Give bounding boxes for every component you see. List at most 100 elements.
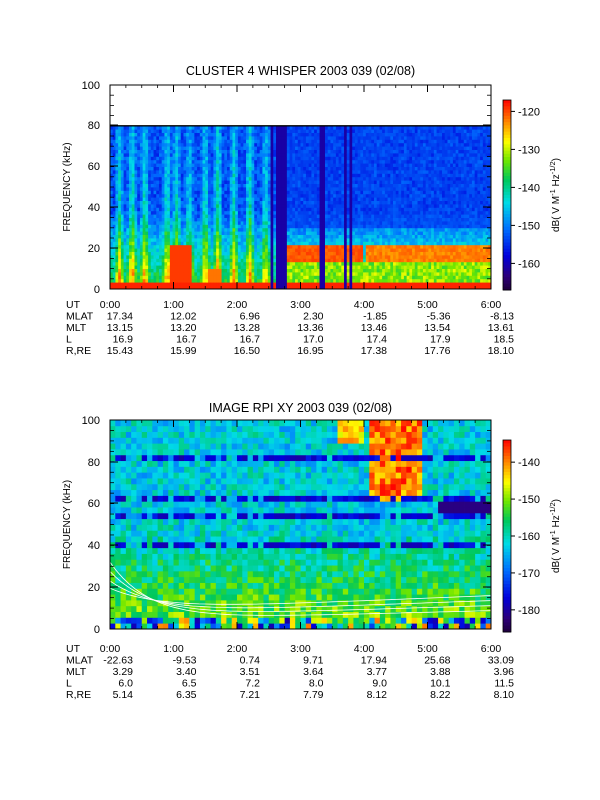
spectrogram-cell xyxy=(330,176,334,181)
spectrogram-cell xyxy=(216,282,220,286)
spectrogram-cell xyxy=(218,227,222,232)
spectrogram-cell xyxy=(371,149,375,154)
spectrogram-cell xyxy=(134,265,138,269)
spectrogram-cell xyxy=(262,159,266,164)
spectrogram-cell xyxy=(235,210,239,215)
spectrogram-cell xyxy=(335,248,339,252)
spectrogram-cell xyxy=(188,156,193,161)
spectrogram-cell xyxy=(314,173,318,178)
spectrogram-cell xyxy=(349,166,353,171)
spectrogram-cell xyxy=(357,197,361,201)
spectrogram-cell xyxy=(270,231,274,235)
spectrogram-cell xyxy=(300,251,304,256)
spectrogram-cell xyxy=(303,207,307,212)
spectrogram-cell xyxy=(210,125,214,130)
spectrogram-cell xyxy=(115,173,119,178)
spectrogram-cell xyxy=(172,125,176,130)
spectrogram-cell xyxy=(305,221,310,225)
spectrogram-cell xyxy=(352,159,356,164)
spectrogram-cell xyxy=(368,197,372,201)
spectrogram-cell xyxy=(262,173,266,178)
spectrogram-cell xyxy=(232,272,236,276)
spectrogram-cell xyxy=(216,275,220,280)
spectrogram-cell xyxy=(210,190,214,195)
spectrogram-cell xyxy=(110,166,114,171)
spectrogram-cell xyxy=(180,159,184,164)
spectrogram-cell xyxy=(110,261,114,266)
spectrogram-cell xyxy=(390,156,394,161)
spectrogram-cell xyxy=(382,217,386,222)
spectrogram-cell xyxy=(218,200,222,205)
spectrogram-cell xyxy=(289,251,293,256)
spectrogram-cell xyxy=(156,190,160,195)
spectrogram-cell xyxy=(199,125,203,130)
spectrogram-cell xyxy=(352,146,356,150)
spectrogram-cell xyxy=(139,221,144,225)
spectrogram-cell xyxy=(256,183,261,188)
spectrogram-cell xyxy=(330,214,334,218)
spectrogram-cell xyxy=(120,193,125,198)
spectrogram-cell xyxy=(186,170,190,174)
spectrogram-cell xyxy=(112,238,116,242)
spectrogram-cell xyxy=(148,142,152,147)
spectrogram-cell xyxy=(150,207,154,212)
spectrogram-cell xyxy=(352,200,356,205)
spectrogram-cell xyxy=(224,221,228,225)
spectrogram-cell xyxy=(229,207,233,212)
spectrogram-cell xyxy=(235,193,239,198)
spectrogram-cell xyxy=(335,244,339,249)
spectrogram-cell xyxy=(183,200,187,205)
spectrogram-cell xyxy=(172,159,176,164)
spectrogram-cell xyxy=(276,234,280,239)
spectrogram-cell xyxy=(240,251,244,256)
spectrogram-cell xyxy=(156,217,160,222)
spectrogram-cell xyxy=(221,139,225,144)
spectrogram-cell xyxy=(148,275,152,280)
spectrogram-cell xyxy=(373,238,378,242)
spectrogram-cell xyxy=(267,183,271,188)
spectrogram-cell xyxy=(324,285,329,290)
spectrogram-cell xyxy=(243,142,247,147)
spectrogram-cell xyxy=(205,278,209,283)
spectrogram-cell xyxy=(322,275,326,280)
spectrogram-cell xyxy=(118,125,122,130)
spectrogram-cell xyxy=(205,136,209,140)
spectrogram-cell xyxy=(167,214,171,218)
spectrogram-cell xyxy=(153,183,157,188)
spectrogram-cell xyxy=(186,156,190,161)
spectrogram-cell xyxy=(210,132,214,137)
spectrogram-cell xyxy=(333,248,337,252)
spectrogram-cell xyxy=(142,159,146,164)
spectrogram-cell xyxy=(137,204,141,208)
spectrogram-cell xyxy=(197,190,201,195)
spectrogram-cell xyxy=(191,258,195,263)
spectrogram-cell xyxy=(335,197,339,201)
spectrogram-cell xyxy=(278,275,282,280)
spectrogram-cell xyxy=(335,221,339,225)
spectrogram-cell xyxy=(229,238,233,242)
spectrogram-cell xyxy=(341,132,345,137)
spectrogram-cell xyxy=(270,183,274,188)
spectrogram-cell xyxy=(158,142,163,147)
spectrogram-cell xyxy=(333,159,337,164)
spectrogram-cell xyxy=(246,187,250,191)
spectrogram-cell xyxy=(284,285,288,290)
spectrogram-cell xyxy=(308,163,312,167)
spectrogram-cell xyxy=(305,163,310,167)
spectrogram-cell xyxy=(134,180,138,184)
spectrogram-cell xyxy=(371,217,375,222)
spectrogram-cell xyxy=(142,255,146,259)
spectrogram-cell xyxy=(289,241,293,246)
spectrogram-cell xyxy=(213,180,217,184)
spectrogram-cell xyxy=(349,261,353,266)
spectrogram-cell xyxy=(276,146,280,150)
spectrogram-cell xyxy=(197,272,201,276)
spectrogram-cell xyxy=(259,231,263,235)
spectrogram-cell xyxy=(352,170,356,174)
spectrogram-cell xyxy=(137,214,141,218)
spectrogram-cell xyxy=(205,173,209,178)
spectrogram-cell xyxy=(237,159,242,164)
spectrogram-cell xyxy=(175,234,179,239)
spectrogram-cell xyxy=(156,142,160,147)
spectrogram-cell xyxy=(134,156,138,161)
